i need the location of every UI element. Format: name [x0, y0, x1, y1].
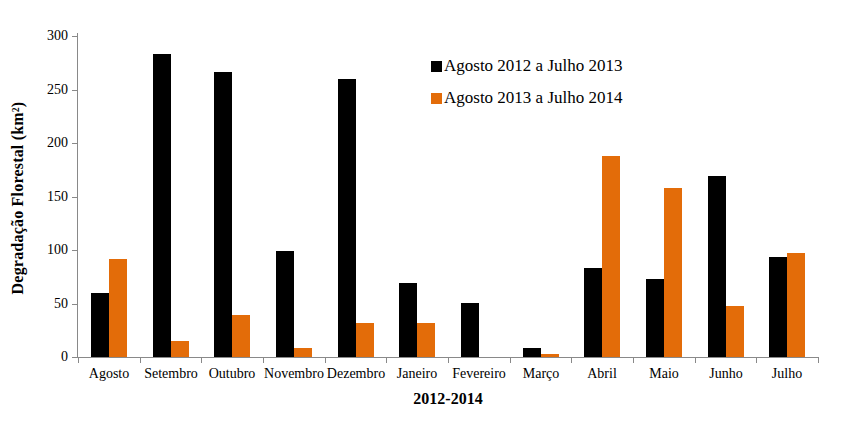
x-axis-tick [756, 358, 757, 363]
legend-label: Agosto 2013 a Julho 2014 [444, 88, 623, 108]
bar-series2-outubro [232, 315, 250, 357]
x-axis-tick [325, 358, 326, 363]
bar-series1-janeiro [399, 283, 417, 357]
x-axis-tick [263, 358, 264, 363]
x-axis-line [73, 357, 819, 358]
legend-swatch-icon [431, 61, 442, 72]
y-axis-tick [72, 197, 77, 198]
x-tick-label-julho: Julho [742, 366, 832, 382]
x-axis-tick [448, 358, 449, 363]
bar-series1-abril [584, 268, 602, 357]
bar-chart: Degradação Florestal (km²) 2012-2014 Ago… [0, 0, 852, 432]
bar-series2-março [541, 354, 559, 357]
bar-series1-dezembro [338, 79, 356, 357]
y-axis-tick [72, 90, 77, 91]
y-tick-label: 0 [28, 350, 68, 364]
x-axis-tick [818, 358, 819, 363]
bar-series2-janeiro [417, 323, 435, 357]
bar-series2-maio [664, 188, 682, 357]
bar-series2-setembro [171, 341, 189, 357]
x-axis-tick [695, 358, 696, 363]
x-axis-tick [78, 358, 79, 363]
x-axis-tick [386, 358, 387, 363]
y-axis-line [77, 33, 78, 358]
legend-label: Agosto 2012 a Julho 2013 [444, 56, 623, 76]
y-axis-tick [72, 250, 77, 251]
bar-series1-maio [646, 279, 664, 357]
y-tick-label: 300 [28, 29, 68, 43]
x-axis-title: 2012-2014 [78, 390, 818, 408]
x-axis-tick [571, 358, 572, 363]
y-axis-title: Degradação Florestal (km²) [9, 68, 27, 328]
y-tick-label: 200 [28, 136, 68, 150]
bar-series1-setembro [153, 54, 171, 357]
legend-item-1: Agosto 2012 a Julho 2013 [431, 56, 623, 76]
x-axis-tick [201, 358, 202, 363]
bar-series1-março [523, 348, 541, 357]
y-tick-label: 150 [28, 190, 68, 204]
bar-series2-abril [602, 156, 620, 357]
legend: Agosto 2012 a Julho 2013 Agosto 2013 a Ju… [431, 56, 623, 120]
bar-series1-fevereiro [461, 303, 479, 357]
x-axis-tick [140, 358, 141, 363]
x-axis-tick [633, 358, 634, 363]
y-tick-label: 250 [28, 83, 68, 97]
legend-item-2: Agosto 2013 a Julho 2014 [431, 88, 623, 108]
bar-series1-outubro [214, 72, 232, 357]
bar-series2-dezembro [356, 323, 374, 357]
bar-series1-agosto [91, 293, 109, 357]
y-tick-label: 100 [28, 243, 68, 257]
bar-series2-novembro [294, 348, 312, 357]
legend-swatch-icon [431, 93, 442, 104]
bar-series2-julho [787, 253, 805, 357]
bar-series2-junho [726, 306, 744, 357]
bar-series1-novembro [276, 251, 294, 357]
y-axis-tick [72, 357, 77, 358]
y-axis-tick [72, 36, 77, 37]
y-axis-tick [72, 304, 77, 305]
bar-series2-agosto [109, 259, 127, 357]
bar-series1-junho [708, 176, 726, 357]
y-axis-tick [72, 143, 77, 144]
bar-series1-julho [769, 257, 787, 357]
x-axis-tick [510, 358, 511, 363]
y-tick-label: 50 [28, 297, 68, 311]
